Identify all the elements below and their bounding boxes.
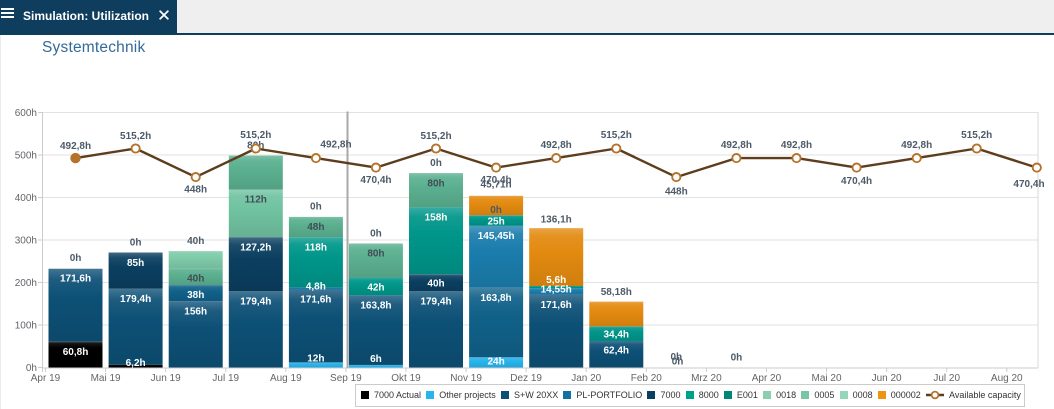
svg-text:48h: 48h — [307, 222, 324, 233]
svg-text:0h: 0h — [26, 363, 37, 374]
svg-text:0h: 0h — [430, 158, 442, 169]
svg-text:Mrz 20: Mrz 20 — [691, 373, 722, 384]
svg-text:80h: 80h — [367, 249, 384, 260]
svg-text:515,2h: 515,2h — [420, 131, 451, 142]
svg-text:127,2h: 127,2h — [240, 242, 271, 253]
svg-text:Jul 20: Jul 20 — [933, 373, 960, 384]
svg-text:470,4h: 470,4h — [841, 176, 872, 187]
svg-text:Okt 19: Okt 19 — [391, 373, 421, 384]
svg-text:Nov 19: Nov 19 — [450, 373, 482, 384]
svg-text:5,6h: 5,6h — [546, 275, 566, 286]
svg-text:Dez 19: Dez 19 — [510, 373, 542, 384]
svg-text:500h: 500h — [15, 151, 37, 162]
svg-text:6h: 6h — [370, 354, 382, 365]
svg-text:0h: 0h — [70, 253, 82, 264]
svg-text:200h: 200h — [15, 278, 37, 289]
svg-text:25h: 25h — [487, 217, 504, 228]
svg-text:492,8h: 492,8h — [541, 140, 572, 151]
svg-text:448h: 448h — [665, 186, 688, 197]
svg-text:179,4h: 179,4h — [240, 297, 271, 308]
svg-text:0h: 0h — [310, 202, 322, 213]
svg-text:118h: 118h — [305, 243, 327, 254]
svg-text:12h: 12h — [307, 354, 324, 365]
svg-text:14,55h: 14,55h — [541, 284, 572, 295]
svg-text:515,2h: 515,2h — [120, 131, 151, 142]
svg-text:40h: 40h — [187, 273, 204, 284]
svg-text:Aug 20: Aug 20 — [991, 373, 1023, 384]
svg-text:38h: 38h — [187, 290, 204, 301]
svg-text:492,8h: 492,8h — [60, 141, 91, 152]
svg-text:60,8h: 60,8h — [63, 347, 89, 358]
svg-text:163,8h: 163,8h — [481, 293, 512, 304]
svg-text:470,4h: 470,4h — [481, 175, 512, 186]
svg-text:156h: 156h — [184, 306, 207, 317]
svg-text:62,4h: 62,4h — [603, 346, 629, 357]
svg-text:400h: 400h — [15, 193, 37, 204]
svg-text:42h: 42h — [367, 283, 384, 294]
svg-text:136,1h: 136,1h — [541, 215, 572, 226]
svg-text:Mai 20: Mai 20 — [812, 373, 842, 384]
svg-text:158h: 158h — [425, 212, 448, 223]
svg-text:80h: 80h — [427, 178, 444, 189]
svg-text:40h: 40h — [427, 279, 444, 290]
svg-text:171,6h: 171,6h — [60, 274, 91, 285]
svg-text:100h: 100h — [15, 321, 37, 332]
svg-text:24h: 24h — [487, 356, 504, 367]
svg-text:163,8h: 163,8h — [360, 301, 391, 312]
svg-text:470,4h: 470,4h — [1013, 179, 1044, 190]
svg-text:0h: 0h — [731, 353, 743, 364]
svg-text:85h: 85h — [127, 258, 144, 269]
svg-text:Apr 20: Apr 20 — [752, 373, 782, 384]
svg-text:Apr 19: Apr 19 — [31, 373, 61, 384]
svg-text:145,45h: 145,45h — [478, 231, 515, 242]
svg-text:4,8h: 4,8h — [306, 281, 326, 292]
svg-text:492,8h: 492,8h — [320, 139, 351, 150]
svg-text:Mai 19: Mai 19 — [91, 373, 121, 384]
svg-text:Jan 20: Jan 20 — [571, 373, 601, 384]
svg-text:171,6h: 171,6h — [541, 300, 572, 311]
svg-text:0h: 0h — [130, 238, 142, 249]
svg-text:34,4h: 34,4h — [603, 329, 629, 340]
svg-text:45,71h: 45,71h — [481, 179, 512, 190]
svg-text:179,4h: 179,4h — [420, 297, 451, 308]
svg-text:179,4h: 179,4h — [120, 294, 151, 305]
svg-text:515,2h: 515,2h — [240, 130, 271, 141]
svg-text:40h: 40h — [187, 236, 204, 247]
svg-text:492,8h: 492,8h — [721, 140, 752, 151]
svg-text:Jun 20: Jun 20 — [872, 373, 902, 384]
svg-text:600h: 600h — [15, 108, 37, 119]
svg-text:515,2h: 515,2h — [961, 130, 992, 141]
svg-text:Feb 20: Feb 20 — [631, 373, 663, 384]
svg-text:0h: 0h — [370, 229, 382, 240]
svg-text:Sep 19: Sep 19 — [330, 373, 362, 384]
svg-text:0h: 0h — [671, 352, 683, 363]
svg-text:448h: 448h — [184, 185, 207, 196]
svg-text:0h: 0h — [672, 357, 684, 368]
svg-text:492,8h: 492,8h — [781, 140, 812, 151]
svg-text:470,4h: 470,4h — [360, 175, 391, 186]
svg-text:0h: 0h — [490, 205, 502, 216]
svg-text:Jul 19: Jul 19 — [212, 373, 239, 384]
svg-text:58,18h: 58,18h — [601, 287, 632, 298]
svg-text:6,2h: 6,2h — [126, 358, 146, 369]
svg-text:Aug 19: Aug 19 — [270, 373, 302, 384]
svg-text:112h: 112h — [245, 195, 267, 206]
svg-text:300h: 300h — [15, 236, 37, 247]
svg-text:171,6h: 171,6h — [300, 295, 331, 306]
svg-text:515,2h: 515,2h — [601, 130, 632, 141]
svg-text:Jun 19: Jun 19 — [151, 373, 181, 384]
svg-text:492,8h: 492,8h — [901, 140, 932, 151]
